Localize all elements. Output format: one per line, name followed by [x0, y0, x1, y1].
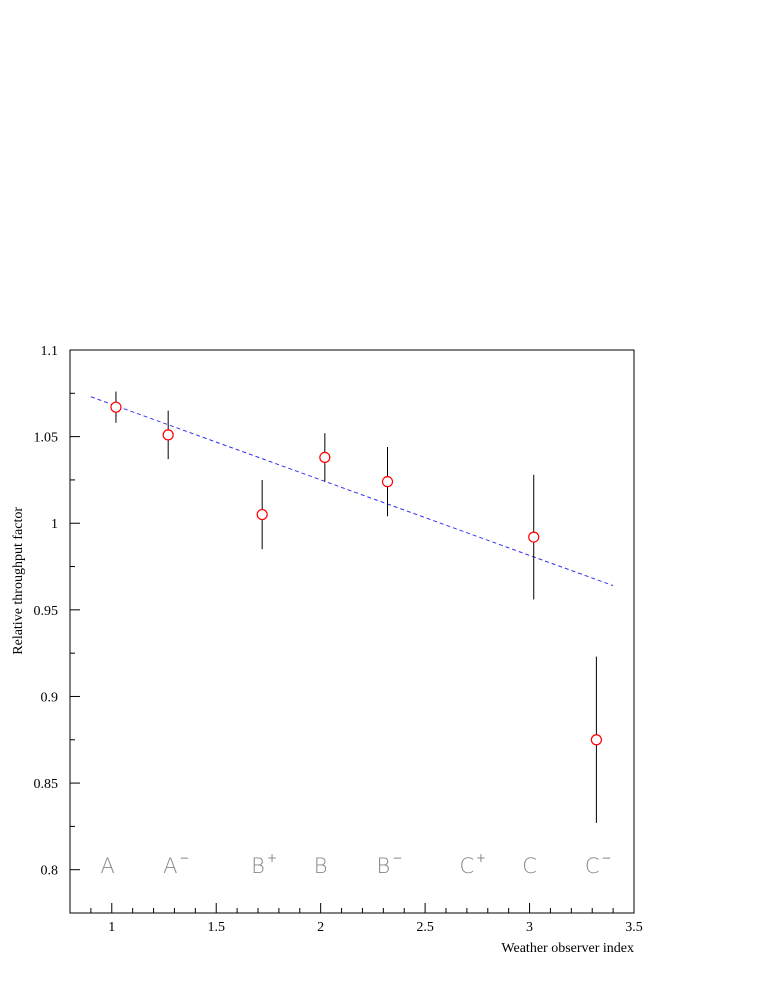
y-axis: 0.8 0.85 0.9 0.95 1 1.05 1.1: [34, 344, 80, 914]
x-tick-label: 1: [108, 920, 115, 935]
data-point: [319, 451, 331, 464]
x-axis: 1 1.5 2 2.5 3 3.5: [90, 903, 643, 935]
data-point: [528, 531, 540, 543]
grade-label-sup: +: [476, 851, 486, 865]
y-tick-label: 0.95: [34, 604, 59, 619]
x-tick-label: 3: [526, 920, 533, 935]
data-markers: [110, 401, 603, 746]
x-tick-label: 3.5: [625, 920, 643, 935]
grade-label-sup: −: [179, 851, 189, 865]
grade-label: C: [460, 854, 475, 878]
x-tick-label: 2: [317, 920, 324, 935]
grade-label: B: [376, 854, 390, 878]
grade-label: C: [585, 854, 600, 878]
x-axis-title: Weather observer index: [501, 941, 634, 956]
grade-label: C: [522, 854, 537, 878]
data-point: [256, 508, 268, 521]
y-tick-label: 1: [51, 517, 58, 532]
grade-label: B: [314, 854, 328, 878]
grade-label-sup: −: [601, 851, 611, 865]
data-point: [162, 429, 174, 441]
grade-label-sup: −: [392, 851, 402, 865]
fit-line: [90, 396, 614, 587]
grade-labels: A A − B + B B − C + C C −: [100, 851, 611, 878]
grade-label: B: [251, 854, 265, 878]
y-axis-title: Relative throughput factor: [11, 507, 26, 655]
y-tick-label: 1.1: [41, 344, 59, 359]
x-tick-label: 2.5: [416, 920, 434, 935]
plot-frame: [69, 349, 635, 914]
y-tick-label: 0.85: [34, 777, 59, 792]
y-tick-label: 1.05: [34, 431, 59, 446]
grade-label-sup: +: [267, 851, 277, 865]
error-bars: [115, 391, 597, 823]
data-point: [590, 734, 603, 746]
grade-label: A: [100, 854, 114, 878]
fit-line-group: [90, 396, 614, 587]
data-point: [381, 476, 394, 488]
x-tick-label: 1.5: [207, 920, 225, 935]
data-point: [110, 401, 122, 413]
y-tick-label: 0.8: [41, 864, 59, 879]
y-tick-label: 0.9: [41, 690, 59, 705]
grade-label: A: [163, 854, 177, 878]
